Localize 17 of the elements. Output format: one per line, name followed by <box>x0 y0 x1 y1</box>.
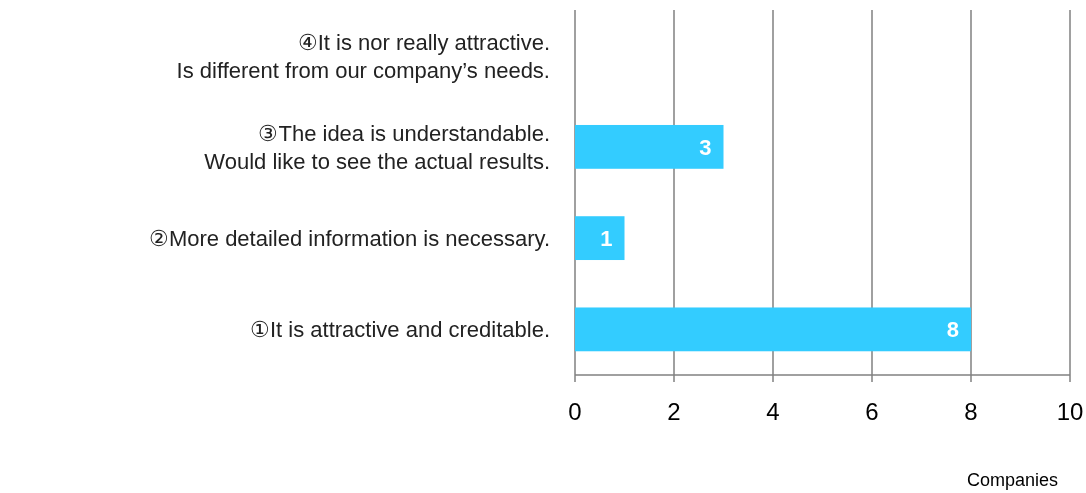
x-axis-title: Companies <box>966 470 1058 490</box>
y-tick-label: ④It is nor really attractive. Is different from our company’s needs. <box>176 29 550 83</box>
data-label: 8 <box>946 317 959 343</box>
x-tick-label: 2 <box>667 398 681 425</box>
x-tick-label: 0 <box>568 398 582 425</box>
bar <box>575 307 971 352</box>
data-label: 3 <box>699 134 712 160</box>
bar <box>575 216 625 261</box>
x-tick-label: 6 <box>865 398 879 425</box>
x-tick-label: 10 <box>1056 398 1084 425</box>
data-label: 1 <box>600 226 613 252</box>
x-tick-label: 4 <box>766 398 780 425</box>
y-tick-label: ③The idea is understandable. Would like to see the actual results. <box>204 120 550 174</box>
bar <box>575 124 724 169</box>
x-tick-label: 8 <box>964 398 978 425</box>
y-tick-label: ②More detailed information is necessary. <box>148 226 550 252</box>
y-tick-label: ①It is attractive and creditable. <box>249 317 550 343</box>
